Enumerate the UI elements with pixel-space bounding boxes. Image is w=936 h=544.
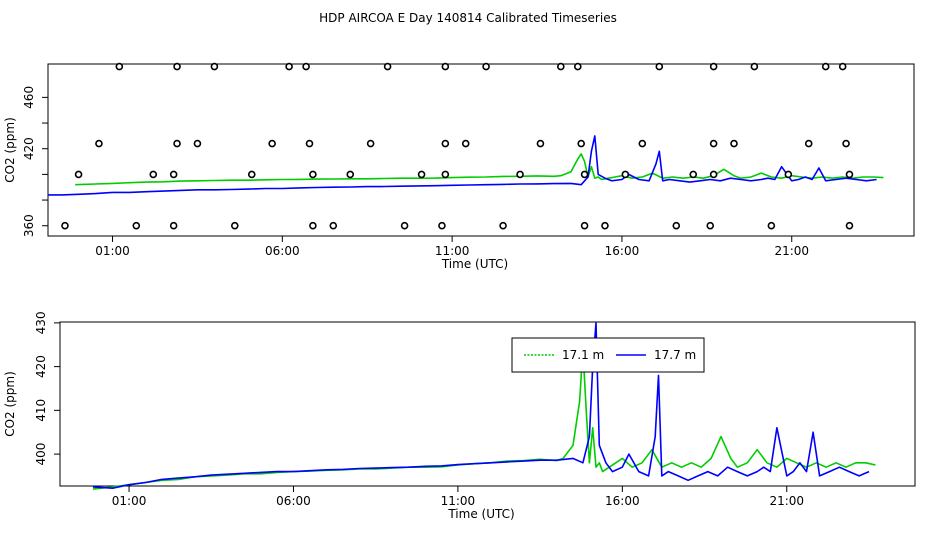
sample-marker [169, 170, 178, 179]
sample-marker [580, 170, 589, 179]
sample-marker [302, 62, 310, 71]
plot-frame [59, 321, 916, 487]
sample-marker [173, 62, 181, 71]
sample-marker [417, 170, 426, 179]
sample-marker [400, 221, 409, 230]
sample-marker [383, 62, 392, 71]
sample-marker [821, 62, 830, 71]
x-tick-label: 16:00 [605, 494, 640, 508]
sample-marker [441, 62, 450, 71]
sample-marker [638, 139, 647, 148]
sample-marker [193, 139, 202, 148]
sample-marker [173, 139, 181, 148]
sample-marker [784, 170, 793, 179]
legend-box [511, 337, 705, 373]
sample-marker [366, 139, 375, 148]
sample-marker [95, 139, 103, 148]
sample-marker [601, 221, 609, 230]
y-tick-label: 410 [34, 399, 48, 422]
sample-marker [709, 170, 718, 179]
sample-marker [149, 170, 158, 179]
sample-marker [709, 62, 718, 71]
sample-marker [329, 221, 338, 230]
y-tick-label: 420 [34, 355, 48, 378]
series-line-1 [92, 322, 870, 489]
sample-marker [309, 170, 317, 179]
sample-marker [580, 221, 589, 230]
series-line-1 [48, 135, 877, 196]
sample-marker [536, 139, 545, 148]
sample-marker [845, 170, 854, 179]
y-tick-label: 460 [22, 86, 36, 109]
x-tick-label: 01:00 [95, 244, 130, 258]
sample-marker [557, 62, 565, 71]
sample-marker [577, 139, 585, 148]
sample-marker [74, 170, 83, 179]
sample-marker [346, 170, 355, 179]
sample-marker [499, 221, 507, 230]
x-tick-label: 11:00 [435, 244, 470, 258]
x-axis-label: Time (UTC) [441, 257, 508, 271]
bottom-panel: 01:00 06:00 11:00 16:00 21:00 Time (UTC) 400 41… [3, 311, 916, 521]
y-axis-label: CO2 (ppm) [3, 371, 17, 437]
sample-marker [441, 139, 450, 148]
sample-marker [482, 62, 490, 71]
x-tick-label: 11:00 [441, 494, 476, 508]
series-line-0 [92, 348, 876, 490]
sample-marker [730, 139, 738, 148]
top-panel: 01:00 06:00 11:00 16:00 21:00 Time (UTC) 360 42… [3, 62, 915, 271]
sample-marker [838, 62, 847, 71]
sample-marker [285, 62, 293, 71]
sample-marker [706, 221, 715, 230]
x-axis-label: Time (UTC) [447, 507, 514, 521]
sample-marker [309, 221, 317, 230]
legend-label-1: 17.7 m [654, 348, 696, 362]
sample-marker [210, 62, 219, 71]
sample-marker [842, 139, 850, 148]
legend: 17.1 m 17.7 m [511, 337, 705, 373]
sample-marker [247, 170, 256, 179]
sample-marker [689, 170, 698, 179]
y-tick-label: 360 [22, 214, 36, 237]
x-tick-label: 21:00 [769, 494, 804, 508]
plot-frame [47, 63, 915, 237]
sample-marker [750, 62, 759, 71]
legend-label-0: 17.1 m [562, 348, 604, 362]
sample-marker [441, 170, 450, 179]
y-tick-label: 430 [34, 311, 48, 334]
y-axis-label: CO2 (ppm) [3, 117, 17, 183]
sample-marker [115, 62, 124, 71]
x-tick-label: 16:00 [605, 244, 640, 258]
sample-marker [804, 139, 813, 148]
x-tick-label: 06:00 [265, 244, 300, 258]
sample-marker [621, 170, 630, 179]
sample-marker [845, 221, 854, 230]
sample-marker [516, 170, 524, 179]
sample-marker [672, 221, 681, 230]
series-line-0 [75, 153, 884, 186]
sample-marker [767, 221, 776, 230]
sample-marker [169, 221, 178, 230]
sample-marker [655, 62, 664, 71]
sample-marker [132, 221, 141, 230]
sample-marker [438, 221, 446, 230]
y-tick-label: 420 [22, 137, 36, 160]
sample-marker [461, 139, 470, 148]
sample-marker [230, 221, 239, 230]
sample-marker [305, 139, 314, 148]
x-tick-label: 06:00 [276, 494, 311, 508]
x-tick-label: 21:00 [774, 244, 809, 258]
sample-marker [61, 221, 69, 230]
figure-title: HDP AIRCOA E Day 140814 Calibrated Times… [319, 11, 617, 25]
sample-marker [573, 62, 582, 71]
sample-marker [709, 139, 718, 148]
x-tick-label: 01:00 [112, 494, 147, 508]
sample-marker [268, 139, 276, 148]
y-tick-label: 400 [34, 443, 48, 466]
